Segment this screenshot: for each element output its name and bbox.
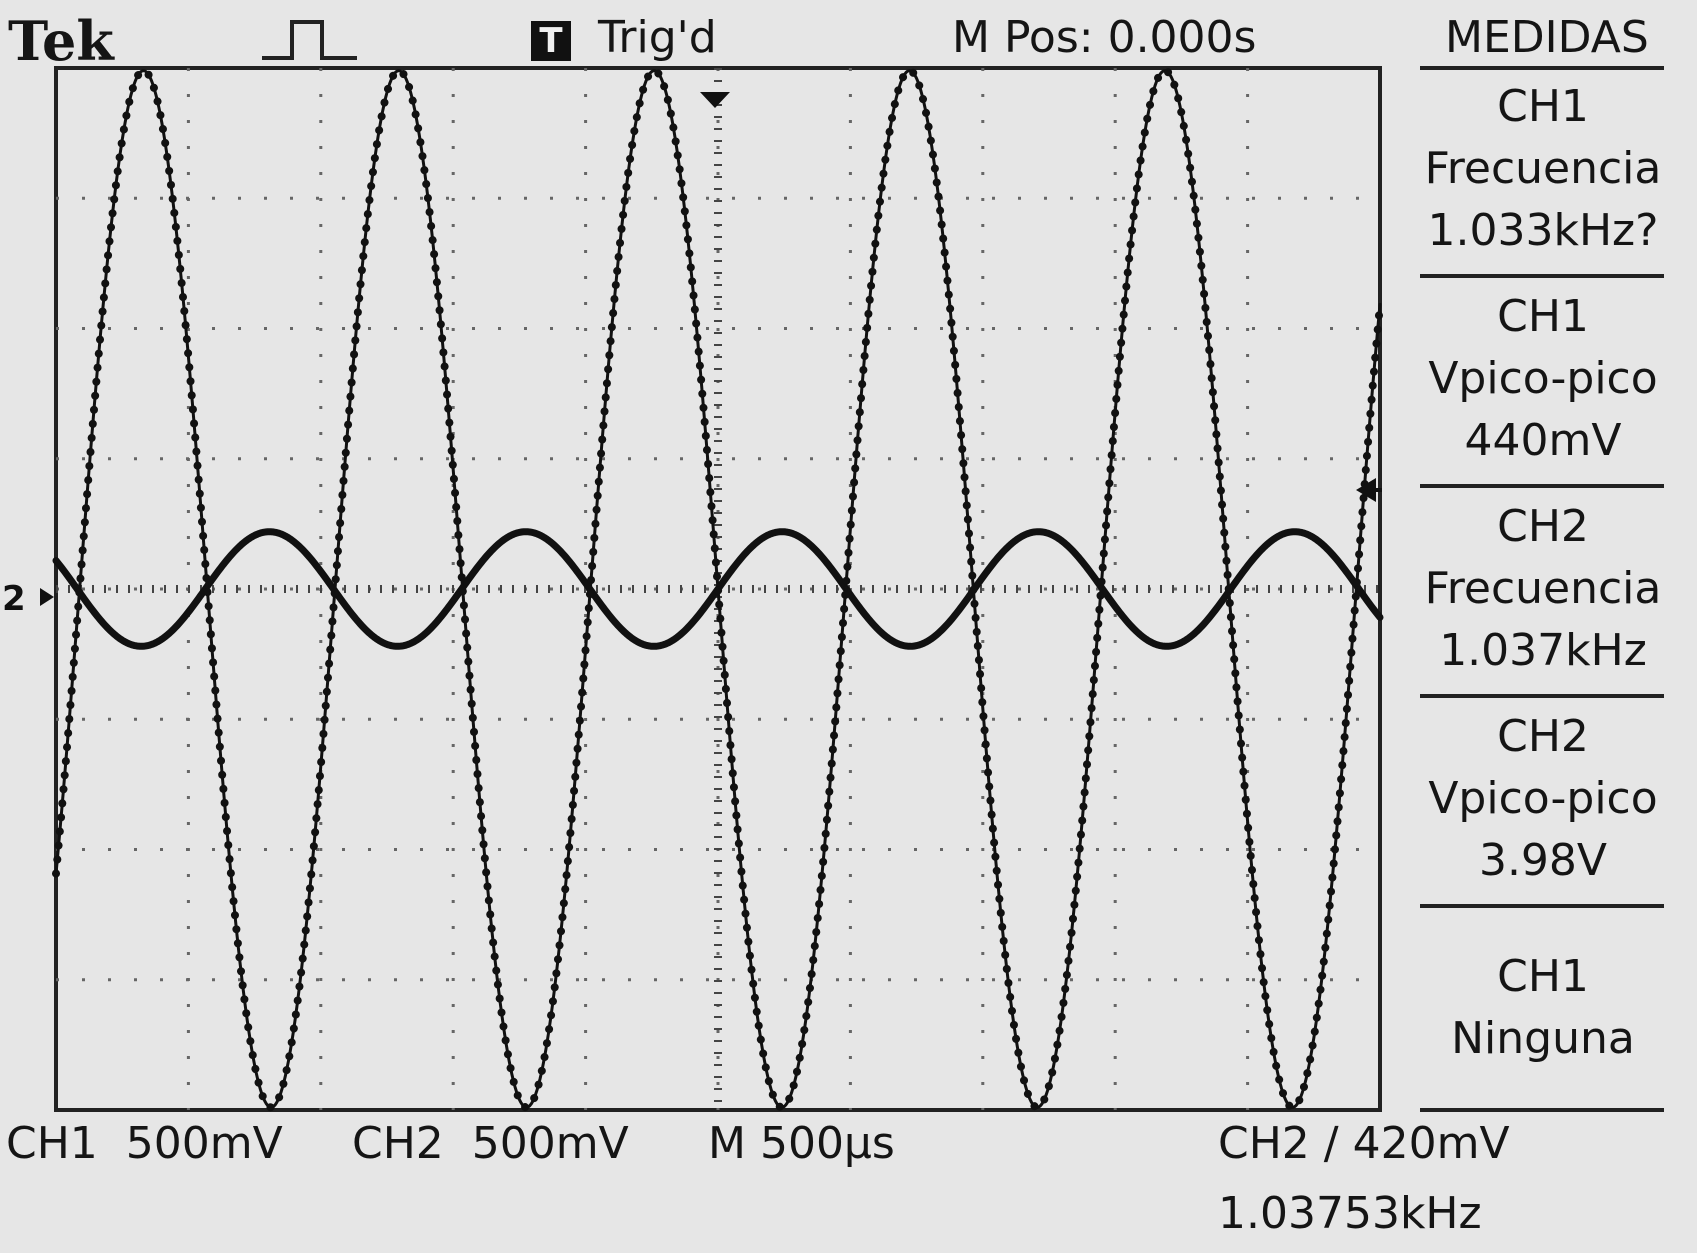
measurement-type: Frecuencia xyxy=(1424,563,1662,614)
measurement-4: CH2 Vpico-pico 3.98V xyxy=(1415,706,1671,892)
measurement-value: 1.037kHz xyxy=(1439,625,1647,676)
trigger-status: Trig'd xyxy=(598,12,717,63)
trigger-frequency-readout: 1.03753kHz xyxy=(1218,1188,1482,1239)
sidebar-separator xyxy=(1420,904,1664,908)
measurement-value: 3.98V xyxy=(1478,835,1608,886)
measurement-channel: CH1 xyxy=(1497,291,1589,342)
trace-ch2-samples xyxy=(52,66,1384,1112)
ch1-scale-readout: CH1 500mV xyxy=(6,1118,283,1169)
measurement-type: Frecuencia xyxy=(1424,143,1662,194)
main-position-readout: M Pos: 0.000s xyxy=(952,12,1257,63)
sidebar-separator xyxy=(1420,66,1664,70)
measurement-1: CH1 Frecuencia 1.033kHz? xyxy=(1415,76,1671,262)
measurement-channel: CH2 xyxy=(1497,711,1589,762)
sidebar-separator xyxy=(1420,694,1664,698)
measurement-value: 1.033kHz? xyxy=(1427,205,1659,256)
brand-logo: Tek xyxy=(8,9,114,73)
measurement-5: CH1 Ninguna xyxy=(1415,946,1671,1070)
ch2-ground-marker xyxy=(40,588,54,606)
pulse-trigger-icon xyxy=(262,20,357,60)
measurement-3: CH2 Frecuencia 1.037kHz xyxy=(1415,496,1671,682)
measurement-channel: CH1 xyxy=(1497,81,1589,132)
measurement-channel: CH2 xyxy=(1497,501,1589,552)
measurement-type: Vpico-pico xyxy=(1428,353,1658,404)
measurement-channel: CH1 xyxy=(1497,951,1589,1002)
timebase-readout: M 500µs xyxy=(708,1118,895,1169)
trigger-position-marker xyxy=(700,92,730,108)
measurement-value: 440mV xyxy=(1464,415,1622,466)
trigger-source-readout: CH2 ∕ 420mV xyxy=(1218,1118,1510,1169)
sidebar-separator xyxy=(1420,274,1664,278)
traces xyxy=(52,66,1384,1112)
sidebar-separator xyxy=(1420,1108,1664,1112)
measurement-type: Ninguna xyxy=(1451,1013,1635,1064)
measurement-2: CH1 Vpico-pico 440mV xyxy=(1415,286,1671,472)
trigger-box-icon: T xyxy=(531,21,571,61)
ch2-ground-label: 2 xyxy=(2,579,26,619)
ch2-scale-readout: CH2 500mV xyxy=(352,1118,629,1169)
measures-title: MEDIDAS xyxy=(1445,12,1649,63)
sidebar-separator xyxy=(1420,484,1664,488)
measurement-type: Vpico-pico xyxy=(1428,773,1658,824)
